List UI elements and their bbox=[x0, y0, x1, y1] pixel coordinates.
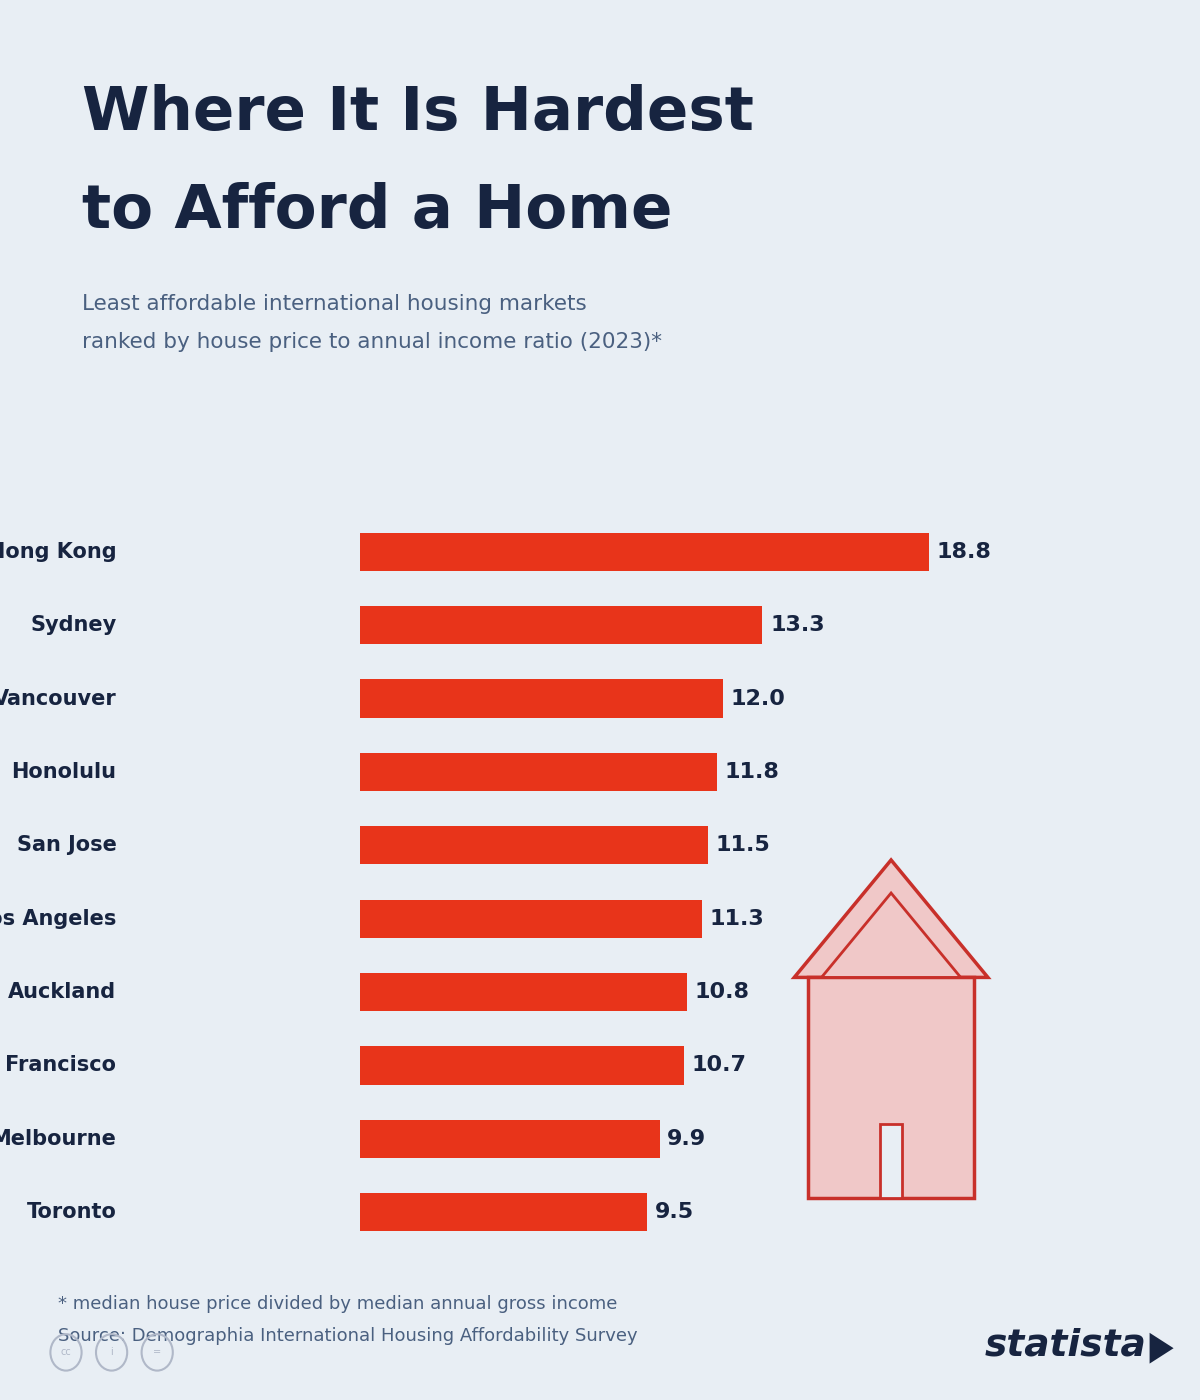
Text: Sydney: Sydney bbox=[30, 615, 116, 636]
Polygon shape bbox=[794, 860, 988, 977]
Text: Auckland: Auckland bbox=[8, 981, 116, 1002]
Text: Hong Kong: Hong Kong bbox=[0, 542, 116, 561]
Text: Los Angeles: Los Angeles bbox=[0, 909, 116, 928]
Text: 12.0: 12.0 bbox=[731, 689, 786, 708]
Text: Least affordable international housing markets: Least affordable international housing m… bbox=[82, 294, 587, 314]
Text: 13.3: 13.3 bbox=[770, 615, 824, 636]
Polygon shape bbox=[880, 1124, 902, 1197]
Bar bbox=[360, 679, 724, 718]
Text: 18.8: 18.8 bbox=[936, 542, 991, 561]
Text: Vancouver: Vancouver bbox=[0, 689, 116, 708]
Text: Toronto: Toronto bbox=[26, 1203, 116, 1222]
Text: =: = bbox=[154, 1347, 161, 1358]
Polygon shape bbox=[822, 893, 961, 977]
Text: * median house price divided by median annual gross income: * median house price divided by median a… bbox=[58, 1295, 617, 1313]
Text: 10.8: 10.8 bbox=[695, 981, 749, 1002]
Bar bbox=[360, 532, 929, 571]
Text: 9.5: 9.5 bbox=[655, 1203, 694, 1222]
Text: 11.8: 11.8 bbox=[725, 762, 780, 783]
Text: to Afford a Home: to Afford a Home bbox=[82, 182, 672, 241]
Text: Where It Is Hardest: Where It Is Hardest bbox=[82, 84, 754, 143]
Text: ranked by house price to annual income ratio (2023)*: ranked by house price to annual income r… bbox=[82, 332, 661, 351]
Bar bbox=[360, 606, 762, 644]
Text: i: i bbox=[110, 1347, 113, 1358]
Text: San Jose: San Jose bbox=[17, 836, 116, 855]
Text: Honolulu: Honolulu bbox=[12, 762, 116, 783]
Text: 11.5: 11.5 bbox=[715, 836, 770, 855]
Bar bbox=[360, 900, 702, 938]
Text: Source: Demographia International Housing Affordability Survey: Source: Demographia International Housin… bbox=[58, 1327, 637, 1345]
Text: San Francisco: San Francisco bbox=[0, 1056, 116, 1075]
Bar bbox=[360, 1120, 660, 1158]
Polygon shape bbox=[808, 977, 974, 1197]
Bar bbox=[360, 753, 718, 791]
Text: cc: cc bbox=[61, 1347, 71, 1358]
Bar bbox=[360, 973, 686, 1011]
Text: statista: statista bbox=[984, 1327, 1146, 1364]
Text: Melbourne: Melbourne bbox=[0, 1128, 116, 1149]
Bar bbox=[360, 1046, 684, 1085]
Bar bbox=[360, 1193, 648, 1232]
Text: 10.7: 10.7 bbox=[691, 1056, 746, 1075]
Text: 11.3: 11.3 bbox=[709, 909, 764, 928]
Text: 9.9: 9.9 bbox=[667, 1128, 707, 1149]
Bar bbox=[360, 826, 708, 864]
